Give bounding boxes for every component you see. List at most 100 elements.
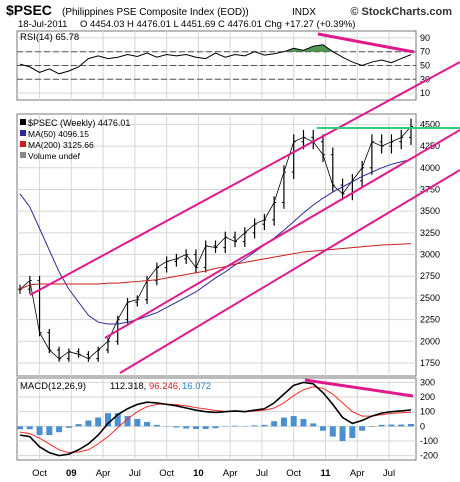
ma200-line bbox=[19, 243, 412, 290]
macd-title-label: MACD(12,26,9) bbox=[20, 381, 86, 392]
macd-histogram-bar bbox=[320, 426, 327, 431]
trendline-annotations bbox=[29, 32, 460, 398]
macd-histogram-bar bbox=[368, 426, 375, 427]
price-line bbox=[19, 126, 412, 360]
signal-line bbox=[19, 386, 412, 454]
macd-tick-label: -200 bbox=[420, 451, 438, 461]
macd-histogram-bar bbox=[114, 413, 121, 427]
price-tick-label: 3250 bbox=[420, 228, 440, 238]
macd-histogram-bar bbox=[36, 426, 43, 436]
price-tick-label: 2500 bbox=[420, 293, 440, 303]
price-tick-label: 3750 bbox=[420, 184, 440, 194]
price-panel bbox=[16, 113, 417, 377]
macd-histogram-bar bbox=[65, 426, 72, 428]
macd-line bbox=[19, 381, 412, 457]
macd-histogram-bar bbox=[290, 416, 297, 427]
legend-swatch-ma50 bbox=[20, 130, 26, 136]
macd-histogram-bar bbox=[378, 424, 385, 427]
legend-ma200: MA(200) 3125.66 bbox=[28, 140, 94, 150]
macd-histogram-bar bbox=[300, 419, 307, 427]
x-tick-label: Apr bbox=[223, 468, 238, 479]
rsi-layer: RSI(14) 65.78 bbox=[17, 32, 416, 80]
macd-histogram-bar bbox=[85, 420, 92, 427]
macd-histogram-bar bbox=[251, 425, 258, 427]
price-tick-label: 1750 bbox=[420, 358, 440, 368]
x-tick-label: Apr bbox=[350, 468, 365, 479]
macd-histogram-bar bbox=[17, 426, 23, 430]
macd-histogram-bar bbox=[212, 426, 219, 429]
macd-histogram-bar bbox=[124, 416, 131, 427]
macd-histogram-bar bbox=[388, 424, 395, 427]
brand-label: © StockCharts.com bbox=[350, 6, 452, 18]
price-tick-label: 4000 bbox=[420, 163, 440, 173]
macd-divergence-trendline bbox=[304, 378, 414, 398]
macd-histogram-bar bbox=[173, 426, 180, 428]
macd-histogram-bar bbox=[271, 421, 278, 427]
index-name: (Philippines PSE Composite Index (EOD)) bbox=[62, 7, 249, 18]
channel-lower-line bbox=[119, 169, 460, 374]
legend-price: $PSEC (Weekly) 4476.01 bbox=[28, 118, 130, 128]
macd-histogram-bar bbox=[349, 426, 356, 439]
x-tick-label: 09 bbox=[66, 468, 77, 479]
price-legend: $PSEC (Weekly) 4476.01 MA(50) 4096.15 MA… bbox=[20, 118, 130, 161]
macd-histogram-bar bbox=[202, 426, 209, 429]
macd-histogram-bar bbox=[95, 417, 102, 427]
x-tick-label: Jul bbox=[129, 468, 141, 479]
macd-histogram-bar bbox=[75, 424, 82, 427]
price-tick-label: 3500 bbox=[420, 206, 440, 216]
legend-volume: Volume undef bbox=[28, 151, 81, 161]
quote-label: O 4454.03 H 4476.01 L 4451.69 C 4476.01 … bbox=[80, 19, 355, 30]
date-label: 18-Jul-2011 bbox=[18, 19, 67, 30]
macd-tick-label: 300 bbox=[420, 377, 435, 387]
macd-histogram-bar bbox=[339, 426, 346, 441]
channel-middle-line bbox=[104, 129, 460, 339]
price-tick-label: 2750 bbox=[420, 271, 440, 281]
macd-histogram-bar bbox=[183, 426, 190, 429]
rsi-tick-label: 50 bbox=[420, 61, 430, 71]
macd-tick-label: 100 bbox=[420, 407, 435, 417]
x-tick-label: 11 bbox=[320, 468, 331, 479]
macd-histogram-bar bbox=[26, 426, 33, 430]
rsi-tick-label: 90 bbox=[420, 33, 430, 43]
rsi-line bbox=[19, 44, 412, 75]
macd-histogram-bar bbox=[232, 425, 239, 427]
legend-swatch-volume bbox=[20, 152, 26, 158]
price-layer bbox=[18, 118, 413, 362]
macd-histogram-bar bbox=[280, 417, 287, 427]
macd-tick-label: 0 bbox=[420, 421, 425, 431]
price-bar bbox=[409, 118, 413, 145]
macd-histogram-bar bbox=[144, 421, 151, 427]
price-tick-label: 2250 bbox=[420, 315, 440, 325]
macd-histogram-bar bbox=[104, 413, 111, 427]
rsi-tick-label: 10 bbox=[420, 88, 430, 98]
macd-histogram-bar bbox=[359, 426, 366, 431]
price-tick-label: 2000 bbox=[420, 336, 440, 346]
macd-histogram-bar bbox=[408, 423, 414, 427]
macd-histogram-bar bbox=[46, 426, 53, 436]
price-tick-label: 3000 bbox=[420, 250, 440, 260]
price-tick-label: 4500 bbox=[420, 119, 440, 129]
macd-histogram-bar bbox=[398, 424, 405, 427]
macd-histogram-bar bbox=[192, 426, 199, 429]
macd-histogram-bar bbox=[56, 426, 63, 433]
rsi-tick-label: 30 bbox=[420, 74, 430, 84]
legend-swatch-ma200 bbox=[20, 141, 26, 147]
rsi-divergence-trendline bbox=[317, 32, 415, 54]
x-tick-label: Apr bbox=[96, 468, 111, 479]
macd-histogram-bar bbox=[329, 426, 336, 437]
x-tick-label: Oct bbox=[32, 468, 47, 479]
macd-histogram-bar bbox=[310, 423, 317, 427]
ma50-line bbox=[19, 158, 412, 325]
symbol-title: $PSEC bbox=[6, 2, 52, 18]
signal-value: 96.246, bbox=[149, 381, 181, 392]
x-tick-label: 10 bbox=[193, 468, 204, 479]
macd-histogram-bar bbox=[261, 424, 268, 427]
x-tick-label: Oct bbox=[159, 468, 174, 479]
macd-tick-label: -100 bbox=[420, 436, 438, 446]
macd-layer: MACD(12,26,9) 112.318, 96.246, 16.072 bbox=[17, 381, 414, 457]
macd-histogram-bar bbox=[153, 424, 160, 427]
exchange-label: INDX bbox=[292, 7, 316, 18]
x-tick-label: Jul bbox=[383, 468, 395, 479]
legend-ma50: MA(50) 4096.15 bbox=[28, 129, 89, 139]
